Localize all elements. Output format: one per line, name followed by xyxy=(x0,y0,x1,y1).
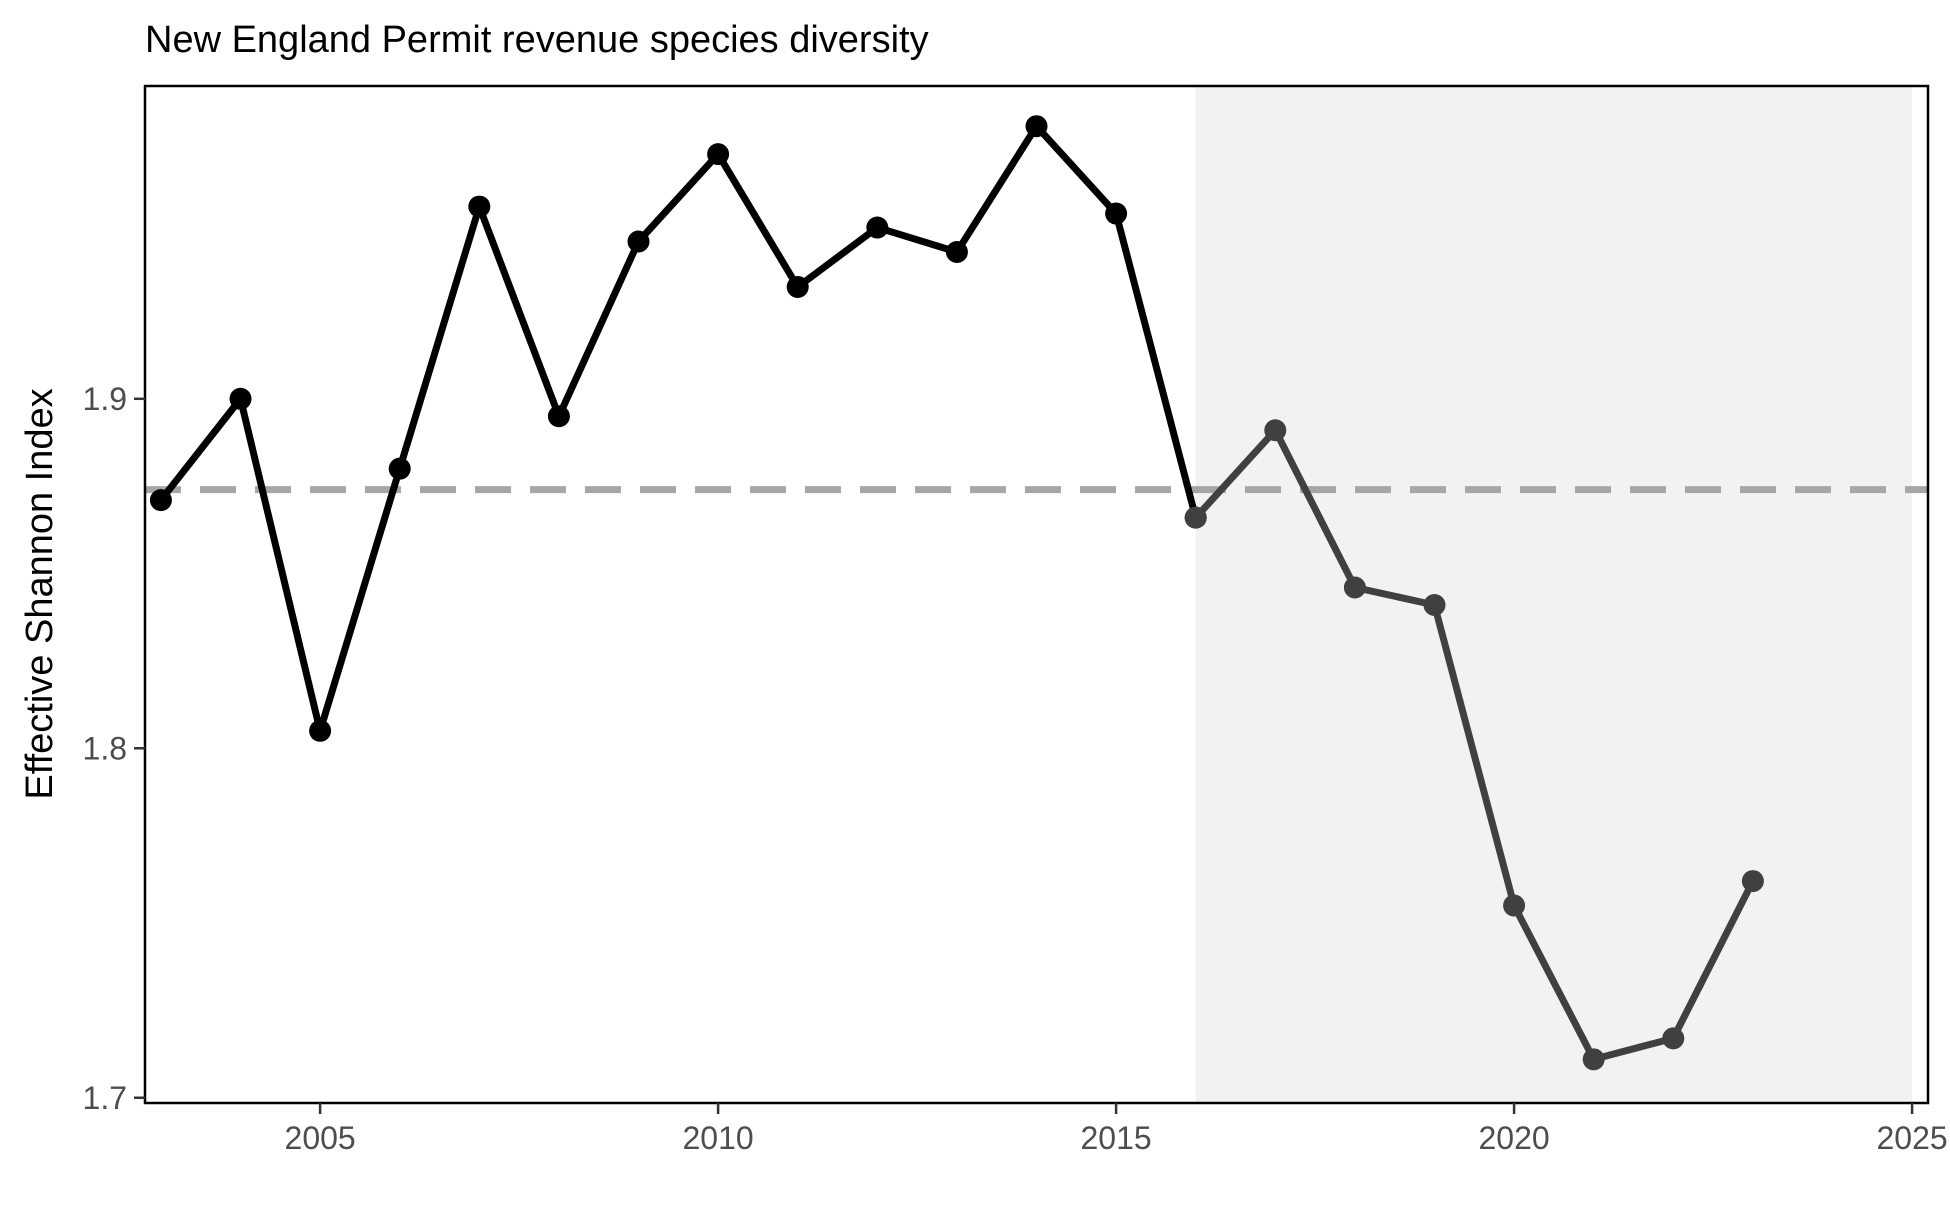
data-point xyxy=(1582,1048,1605,1071)
y-axis-title: Effective Shannon Index xyxy=(19,388,61,799)
x-tick-label: 2025 xyxy=(1876,1120,1947,1156)
x-tick-label: 2020 xyxy=(1478,1120,1549,1156)
data-point xyxy=(1662,1027,1685,1050)
data-point xyxy=(1343,576,1366,599)
data-point xyxy=(1423,593,1446,616)
y-tick-label: 1.8 xyxy=(83,730,127,766)
data-point xyxy=(309,719,332,742)
series-line-2 xyxy=(1192,426,1757,1063)
data-point xyxy=(547,405,570,428)
x-tick-label: 2015 xyxy=(1081,1120,1152,1156)
series-line-1 xyxy=(157,122,1200,735)
data-point xyxy=(945,241,968,264)
data-point xyxy=(1741,870,1764,893)
data-point xyxy=(707,143,730,166)
data-point xyxy=(786,275,809,298)
data-point xyxy=(388,457,411,480)
data-point xyxy=(1184,506,1207,529)
x-tick-label: 2010 xyxy=(683,1120,754,1156)
data-point xyxy=(1025,115,1048,138)
data-point xyxy=(1105,202,1128,225)
plot-border xyxy=(143,84,1930,1105)
data-point xyxy=(1264,419,1287,442)
data-point xyxy=(627,230,650,253)
data-point xyxy=(229,387,252,410)
y-tick-label: 1.7 xyxy=(83,1080,127,1116)
chart-title: New England Permit revenue species diver… xyxy=(145,19,929,61)
shaded-region xyxy=(1195,86,1913,1103)
y-tick-label: 1.9 xyxy=(83,381,127,417)
data-point xyxy=(149,489,172,512)
data-point xyxy=(866,216,889,239)
data-point xyxy=(468,195,491,218)
x-tick-label: 2005 xyxy=(285,1120,356,1156)
data-point xyxy=(1503,894,1526,917)
